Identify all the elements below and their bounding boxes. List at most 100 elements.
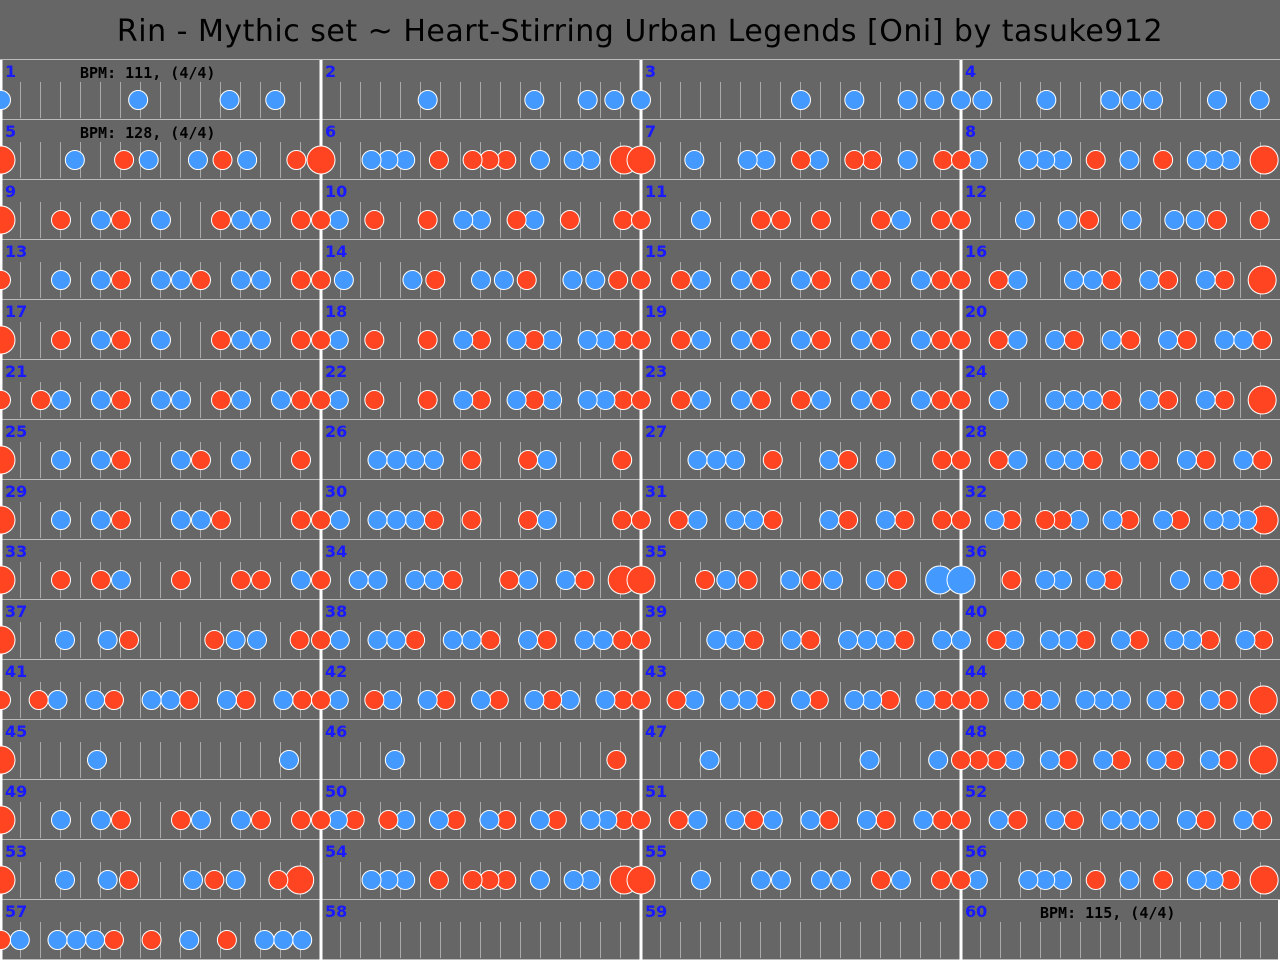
ka-note	[1195, 390, 1216, 410]
don-note	[1249, 210, 1270, 230]
don-note	[268, 870, 289, 890]
ka-note	[691, 390, 711, 410]
ka-note	[328, 210, 349, 230]
don-note	[212, 150, 233, 170]
don-note	[791, 390, 811, 410]
don-note	[755, 690, 776, 710]
ka-note	[1164, 630, 1185, 650]
don-note	[364, 390, 385, 410]
don-note	[496, 810, 517, 830]
don-note	[574, 570, 595, 590]
don-note	[1169, 510, 1190, 530]
measure-number: 8	[965, 122, 976, 141]
don-note	[462, 150, 483, 170]
don-note	[671, 330, 691, 350]
ka-note	[706, 630, 727, 650]
ka-note	[719, 690, 740, 710]
don-note	[31, 390, 51, 410]
ka-note	[1007, 330, 1028, 350]
don-note	[614, 810, 635, 830]
ka-note	[875, 450, 896, 470]
don-note	[51, 570, 71, 590]
ka-note	[1120, 810, 1141, 830]
ka-note	[1176, 810, 1197, 830]
measure-number: 40	[965, 602, 987, 621]
don-note	[931, 270, 951, 290]
big-don-note	[0, 745, 16, 775]
measure-number: 60	[965, 902, 987, 921]
ka-note	[1045, 330, 1066, 350]
don-note	[951, 150, 971, 170]
don-note	[1199, 630, 1220, 650]
don-note	[461, 510, 482, 530]
ka-note	[585, 270, 606, 290]
don-note	[0, 930, 11, 950]
ka-note	[725, 810, 746, 830]
ka-note	[91, 450, 111, 470]
measure-number: 30	[325, 482, 347, 501]
ka-note	[1045, 450, 1066, 470]
ka-note	[367, 630, 388, 650]
ka-note	[151, 390, 171, 410]
don-note	[231, 570, 251, 590]
don-note	[968, 750, 989, 770]
don-note	[1101, 390, 1122, 410]
don-note	[1195, 810, 1216, 830]
ka-note	[791, 270, 811, 290]
don-note	[311, 570, 331, 590]
ka-note	[47, 690, 68, 710]
ka-note	[1057, 630, 1078, 650]
ka-note	[684, 150, 705, 170]
don-note	[0, 390, 11, 410]
measure-number: 53	[5, 842, 27, 861]
ka-note	[97, 870, 118, 890]
don-note	[1052, 510, 1073, 530]
don-note	[171, 810, 191, 830]
ka-note	[563, 150, 584, 170]
ka-note	[0, 90, 11, 110]
ka-note	[529, 870, 550, 890]
don-note	[28, 690, 49, 710]
ka-note	[1139, 390, 1160, 410]
don-note	[423, 510, 444, 530]
ka-note	[382, 690, 403, 710]
ka-note	[386, 450, 407, 470]
don-note	[1214, 390, 1235, 410]
ka-note	[518, 630, 539, 650]
don-note	[1007, 810, 1028, 830]
don-note	[506, 210, 527, 230]
ka-note	[1120, 450, 1141, 470]
don-note	[311, 810, 331, 830]
ka-note	[780, 570, 801, 590]
don-note	[631, 810, 651, 830]
don-note	[51, 210, 71, 230]
don-note	[871, 210, 891, 230]
don-note	[211, 210, 231, 230]
ka-note	[725, 510, 746, 530]
ka-note	[1249, 90, 1270, 110]
ka-note	[1039, 690, 1060, 710]
don-note	[488, 690, 509, 710]
don-note	[516, 270, 537, 290]
don-note	[1111, 750, 1131, 770]
ka-note	[187, 150, 208, 170]
ka-note	[988, 810, 1009, 830]
don-note	[311, 510, 331, 530]
don-note	[471, 390, 491, 410]
ka-note	[725, 450, 746, 470]
ka-note	[51, 390, 71, 410]
bpm-marker: BPM: 115, (4/4)	[1040, 904, 1175, 922]
don-note	[951, 270, 971, 290]
ka-note	[1139, 270, 1160, 290]
ka-note	[1185, 210, 1206, 230]
ka-note	[1063, 390, 1084, 410]
don-note	[291, 330, 311, 350]
ka-note	[1195, 270, 1216, 290]
ka-note	[1199, 690, 1220, 710]
don-note	[364, 330, 385, 350]
don-note	[811, 270, 831, 290]
ka-note	[737, 690, 758, 710]
ka-note	[1146, 690, 1167, 710]
ka-note	[1093, 690, 1114, 710]
ka-note	[216, 690, 237, 710]
